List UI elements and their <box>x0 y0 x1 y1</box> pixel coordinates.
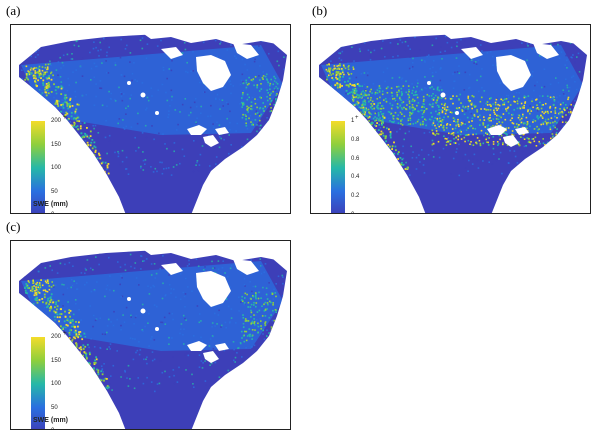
colorbar-tick-label: 50 <box>51 404 58 411</box>
colorbar-tick-label: 50 <box>51 188 58 195</box>
colorbar-tick-label: 0 <box>51 428 54 429</box>
colorbar-title: SWE (mm) <box>33 417 68 424</box>
arctic-water <box>131 25 290 47</box>
swe-map-a <box>19 25 290 213</box>
panel-c-map: 0 50 100 150 200+ SWE (mm) <box>10 240 291 430</box>
colorbar-max-marker: + <box>63 331 67 337</box>
colorbar-tick-label: 0 <box>351 212 354 213</box>
panel-c-label: (c) <box>6 219 21 234</box>
colorbar-tick-label: 100 <box>51 165 62 171</box>
colorbar-tick-label: 0.2 <box>351 193 360 200</box>
swe-map-c <box>19 241 290 429</box>
swe-map-b <box>319 25 590 213</box>
colorbar-max-marker: + <box>355 115 359 121</box>
colorbar-tick-label: 0.4 <box>351 174 360 181</box>
colorbar-tick-label: 200 <box>51 334 62 340</box>
hudson-bay <box>496 55 531 91</box>
colorbar <box>331 121 345 213</box>
hudson-bay <box>196 271 231 307</box>
colorbar-title: SWE (mm) <box>33 201 68 208</box>
panel-a-map: 0 50 100 150 200+ SWE (mm) <box>10 24 291 214</box>
colorbar-tick-label: 0.6 <box>351 155 360 162</box>
colorbar-tick-label: 0.8 <box>351 136 360 143</box>
colorbar-tick-label: 1 <box>351 118 355 124</box>
hudson-bay <box>196 55 231 91</box>
panel-a-label: (a) <box>6 3 21 18</box>
great-lakes <box>187 341 207 351</box>
panel-b-label: (b) <box>312 3 328 18</box>
colorbar <box>31 337 45 429</box>
colorbar-tick-label: 150 <box>51 141 62 148</box>
colorbar-tick-label: 200 <box>51 118 62 124</box>
great-lakes <box>187 125 207 135</box>
colorbar-tick-label: 150 <box>51 357 62 364</box>
arctic-water <box>131 241 290 263</box>
colorbar <box>31 121 45 213</box>
panel-b-map: 0 0.2 0.4 0.6 0.8 1+ <box>310 24 591 214</box>
colorbar-max-marker: + <box>63 115 67 121</box>
colorbar-tick-label: 0 <box>51 212 54 213</box>
arctic-water <box>431 25 590 47</box>
great-lakes <box>487 125 507 135</box>
colorbar-tick-label: 100 <box>51 381 62 387</box>
